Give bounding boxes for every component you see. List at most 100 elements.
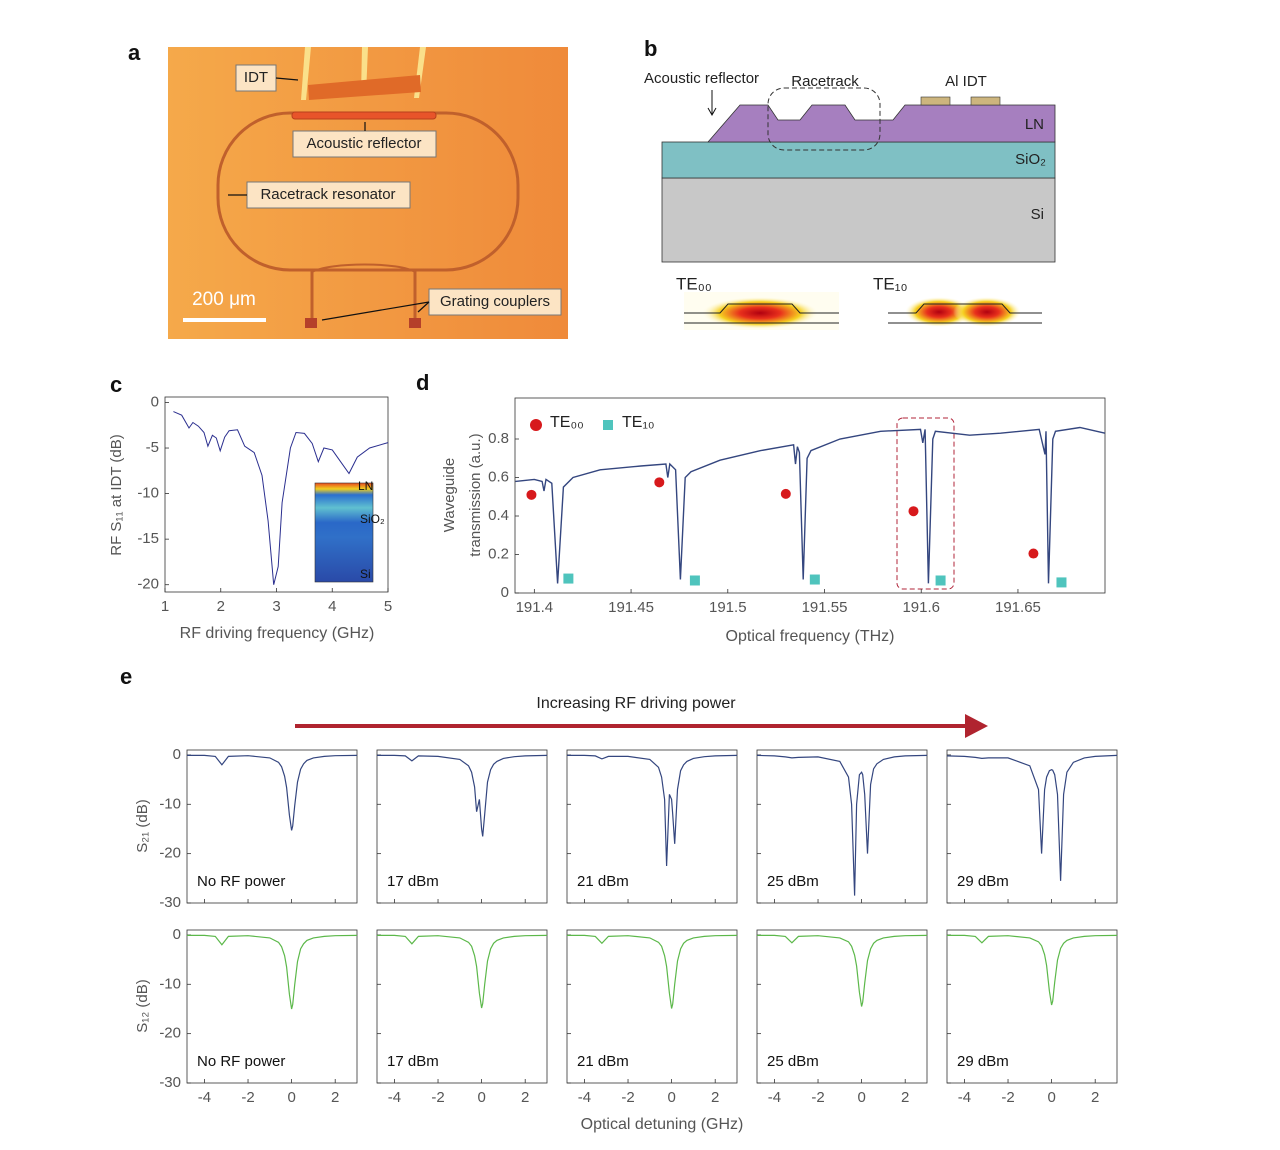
panel-label: No RF power xyxy=(197,873,285,890)
marker xyxy=(563,573,574,584)
axis-frame xyxy=(186,749,358,904)
x-tick-label: 2 xyxy=(217,598,225,615)
x-tick-label: 191.55 xyxy=(802,599,848,616)
marker xyxy=(935,575,946,586)
data-line xyxy=(377,934,548,1009)
inset-label: SiO₂ xyxy=(360,512,385,526)
x-tick-label: -2 xyxy=(241,1089,254,1106)
layer-label: SiO₂ xyxy=(1015,151,1046,168)
panel-label: 29 dBm xyxy=(957,873,1009,890)
panel-label: d xyxy=(416,370,429,395)
axis-frame xyxy=(376,749,548,904)
axis-frame xyxy=(946,749,1118,904)
x-tick-label: -2 xyxy=(811,1089,824,1106)
x-tick-label: 191.5 xyxy=(709,599,747,616)
x-tick-label: 191.4 xyxy=(516,599,554,616)
panel-label: No RF power xyxy=(197,1053,285,1070)
data-line xyxy=(173,411,389,585)
x-tick-label: 191.6 xyxy=(902,599,940,616)
y-axis-label: S₂₁ (dB) xyxy=(134,799,151,852)
data-line xyxy=(515,426,1106,584)
mode-inset xyxy=(314,482,374,583)
data-line xyxy=(947,934,1118,1006)
y-tick-label: 0.6 xyxy=(488,468,509,485)
y-axis-label: transmission (a.u.) xyxy=(467,433,484,556)
schematic-label: Al IDT xyxy=(945,73,987,90)
chart-title: Increasing RF driving power xyxy=(536,695,736,712)
marker xyxy=(1056,577,1067,588)
data-line xyxy=(946,754,1118,881)
x-tick-label: -4 xyxy=(578,1089,591,1106)
panel-label: 21 dBm xyxy=(577,873,629,890)
y-tick-label: 0.2 xyxy=(488,545,509,562)
data-line xyxy=(567,934,738,1009)
y-tick-label: -30 xyxy=(159,1074,181,1091)
x-tick-label: -2 xyxy=(431,1089,444,1106)
x-tick-label: -4 xyxy=(198,1089,211,1106)
x-axis-label: Optical detuning (GHz) xyxy=(581,1116,744,1133)
y-tick-label: -5 xyxy=(146,439,159,456)
y-tick-label: -20 xyxy=(159,1025,181,1042)
y-tick-label: -10 xyxy=(159,795,181,812)
marker xyxy=(908,506,919,517)
x-axis-label: RF driving frequency (GHz) xyxy=(180,625,375,642)
axis-frame xyxy=(376,929,548,1084)
data-line xyxy=(187,934,358,1010)
x-tick-label: 191.45 xyxy=(608,599,654,616)
panel-label: 25 dBm xyxy=(767,1053,819,1070)
x-tick-label: 2 xyxy=(331,1089,339,1106)
y-tick-label: 0 xyxy=(173,926,181,943)
y-tick-label: 0 xyxy=(151,393,159,410)
scale-bar-label: 200 μm xyxy=(192,289,256,310)
arrow-head xyxy=(965,714,988,738)
micrograph-label: Grating couplers xyxy=(440,293,550,310)
y-tick-label: 0.4 xyxy=(488,507,509,524)
x-tick-label: -4 xyxy=(388,1089,401,1106)
marker xyxy=(1028,548,1039,559)
marker xyxy=(809,574,820,585)
y-tick-label: 0.8 xyxy=(488,430,509,447)
x-axis-label: Optical frequency (THz) xyxy=(726,628,895,645)
micrograph-label: IDT xyxy=(244,69,268,86)
y-tick-label: -10 xyxy=(159,975,181,992)
inset-label: Si xyxy=(360,567,371,581)
x-tick-label: -2 xyxy=(1001,1089,1014,1106)
marker xyxy=(689,575,700,586)
micrograph xyxy=(168,47,568,339)
x-tick-label: 2 xyxy=(521,1089,529,1106)
panel-label: a xyxy=(128,40,141,65)
x-tick-label: 0 xyxy=(477,1089,485,1106)
marker xyxy=(654,477,665,488)
panel-label: 17 dBm xyxy=(387,1053,439,1070)
mode-label: TE₀₀ xyxy=(676,274,712,293)
x-tick-label: 1 xyxy=(161,598,169,615)
highlight-box xyxy=(896,417,955,590)
y-tick-label: 0 xyxy=(173,746,181,763)
x-tick-label: 0 xyxy=(287,1089,295,1106)
data-line xyxy=(377,754,548,837)
y-axis-label: RF S₁₁ at IDT (dB) xyxy=(108,434,125,556)
panel-label: 29 dBm xyxy=(957,1053,1009,1070)
x-tick-label: 4 xyxy=(328,598,336,615)
data-line xyxy=(187,754,358,831)
x-tick-label: -4 xyxy=(768,1089,781,1106)
schematic-label: Acoustic reflector xyxy=(644,70,759,87)
schematic xyxy=(661,87,1056,330)
y-tick-label: -10 xyxy=(137,485,159,502)
x-tick-label: 191.65 xyxy=(995,599,1041,616)
mode-label: TE₁₀ xyxy=(873,274,908,293)
legend-label: TE₀₀ xyxy=(550,414,584,431)
x-tick-label: 0 xyxy=(857,1089,865,1106)
layer-label: LN xyxy=(1025,116,1044,133)
data-line xyxy=(567,754,738,867)
axis-frame xyxy=(756,929,928,1084)
x-tick-label: -4 xyxy=(958,1089,971,1106)
axis-frame xyxy=(186,929,358,1084)
x-tick-label: -2 xyxy=(621,1089,634,1106)
legend-symbol xyxy=(530,419,542,431)
panel-label: 17 dBm xyxy=(387,873,439,890)
axis-frame xyxy=(756,749,928,904)
x-tick-label: 5 xyxy=(384,598,392,615)
layer-label: Si xyxy=(1031,206,1044,223)
